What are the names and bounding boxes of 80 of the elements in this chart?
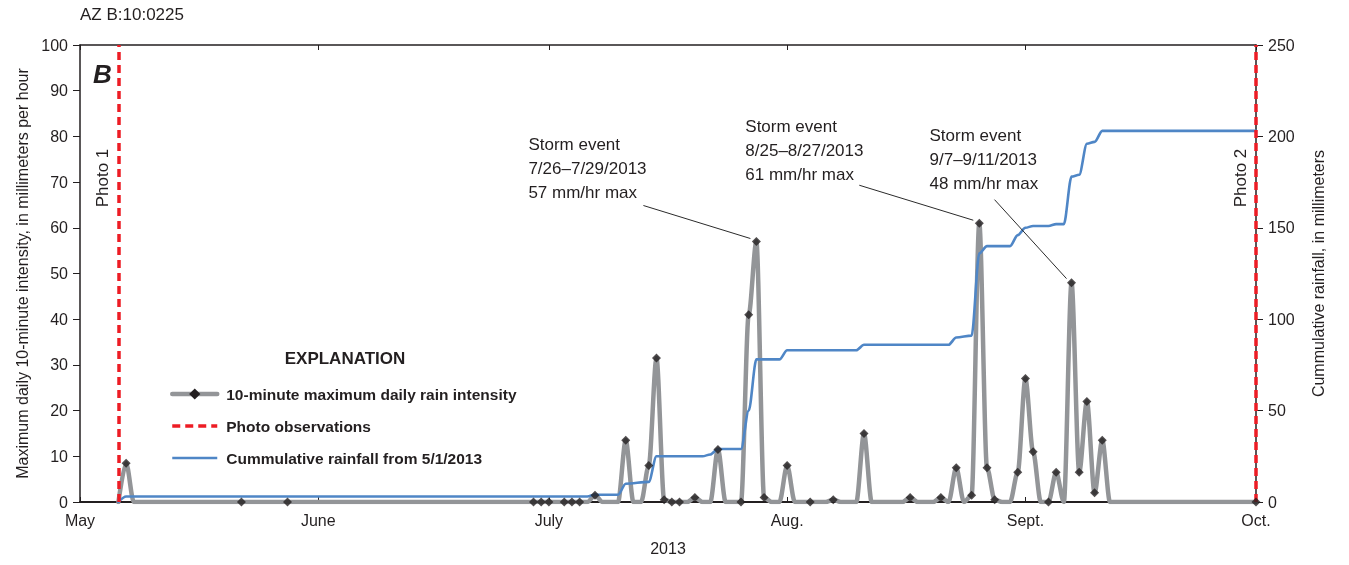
point xyxy=(1020,374,1030,384)
point xyxy=(236,497,246,507)
x-tick-label: Oct. xyxy=(1241,511,1271,529)
point xyxy=(651,353,661,363)
point xyxy=(974,218,984,228)
x-tick-label: Aug. xyxy=(770,511,804,529)
point xyxy=(1013,467,1023,477)
point xyxy=(575,497,585,507)
chart-title: AZ B:10:0225 xyxy=(80,5,184,24)
point xyxy=(859,428,869,438)
ref-line-label: Photo 1 xyxy=(92,148,112,208)
y-tick-label: 20 xyxy=(50,402,69,420)
point xyxy=(1082,396,1092,406)
point xyxy=(1028,447,1038,457)
point xyxy=(590,490,600,500)
annotation: Storm event 8/25–8/27/2013 61 mm/hr max xyxy=(745,116,864,184)
x-tick-label: May xyxy=(64,511,96,529)
legend-label: Cummulative rainfall from 5/1/2013 xyxy=(226,449,483,467)
point xyxy=(567,497,577,507)
point xyxy=(805,497,815,507)
y-tick-label: 60 xyxy=(50,219,69,237)
point xyxy=(528,497,538,507)
y-tick-label: 30 xyxy=(50,356,69,374)
point xyxy=(644,460,654,470)
point xyxy=(621,435,631,445)
point xyxy=(967,490,977,500)
point xyxy=(536,497,546,507)
point xyxy=(936,492,946,502)
point xyxy=(283,497,293,507)
x-axis-title: 2013 xyxy=(650,539,686,557)
y2-tick-label: 100 xyxy=(1268,310,1295,328)
y2-tick-label: 150 xyxy=(1268,219,1295,237)
point xyxy=(905,492,915,502)
point xyxy=(544,497,554,507)
point xyxy=(690,492,700,502)
y2-axis-title: Cummulative rainfall, in millimeters xyxy=(1309,149,1327,398)
point xyxy=(751,237,761,247)
point xyxy=(744,310,754,320)
point xyxy=(675,497,685,507)
y-tick-label: 70 xyxy=(50,173,69,191)
y2-tick-label: 0 xyxy=(1268,493,1277,511)
y-tick-label: 40 xyxy=(50,310,69,328)
y2-tick-label: 200 xyxy=(1268,127,1295,145)
annotation: Storm event 7/26–7/29/2013 57 mm/hr max xyxy=(528,135,647,203)
x-tick-label: Sept. xyxy=(1006,511,1045,529)
point xyxy=(782,460,792,470)
point xyxy=(121,458,131,468)
annotation: Photo observations xyxy=(226,417,371,435)
y-tick-label: 0 xyxy=(59,493,69,511)
point xyxy=(667,497,677,507)
annotation: B xyxy=(93,59,112,89)
y-tick-label: 90 xyxy=(50,82,69,100)
legend-label: 10-minute maximum daily rain intensity xyxy=(226,385,517,403)
y2-tick-label: 250 xyxy=(1268,36,1295,54)
x-tick-label: July xyxy=(534,511,564,529)
y-axis-title: Maximum daily 10-minute intensity, in millimeters per hour xyxy=(13,67,31,479)
point xyxy=(951,463,961,473)
point xyxy=(1090,488,1100,498)
point xyxy=(1051,467,1061,477)
point xyxy=(1074,467,1084,477)
point xyxy=(659,495,669,505)
point xyxy=(559,497,569,507)
y2-tick-label: 50 xyxy=(1268,402,1286,420)
ref-line-label: Photo 2 xyxy=(1230,148,1250,208)
point xyxy=(736,497,746,507)
point xyxy=(828,495,838,505)
x-tick-label: June xyxy=(300,511,336,529)
point xyxy=(982,463,992,473)
y-tick-label: 100 xyxy=(41,36,69,54)
legend-title: EXPLANATION xyxy=(284,349,406,368)
point xyxy=(1097,435,1107,445)
point xyxy=(759,492,769,502)
point xyxy=(990,495,1000,505)
point xyxy=(1067,278,1077,288)
y-tick-label: 80 xyxy=(50,127,69,145)
annotation: Storm event 9/7–9/11/2013 48 mm/hr max xyxy=(929,126,1039,194)
point xyxy=(1043,497,1053,507)
point xyxy=(713,444,723,454)
y-tick-label: 50 xyxy=(50,265,69,282)
y-tick-label: 10 xyxy=(50,447,69,465)
